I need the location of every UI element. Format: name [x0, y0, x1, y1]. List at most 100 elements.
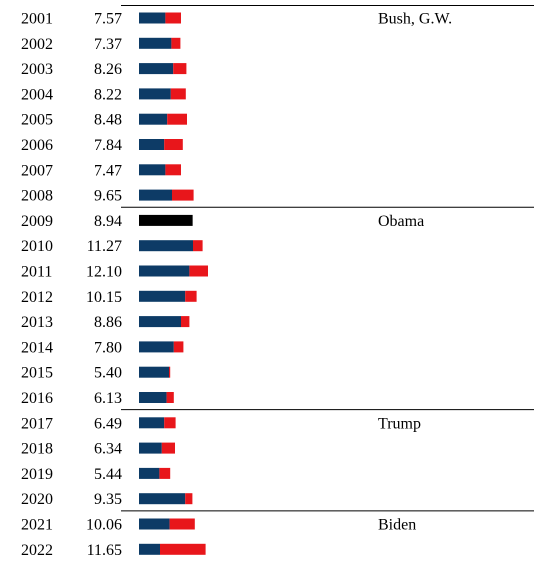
bar-segment-blue	[139, 341, 174, 353]
year-label: 2001	[21, 11, 53, 28]
value-label: 7.80	[94, 339, 122, 356]
bar-segment-blue	[139, 37, 172, 49]
year-label: 2020	[21, 491, 53, 508]
bar-segment-red	[164, 417, 176, 429]
value-label: 7.37	[94, 36, 122, 53]
table-row: 2015 5.40	[21, 365, 171, 382]
bar-segment-black	[139, 214, 193, 226]
year-label: 2010	[21, 238, 53, 255]
value-label: 7.57	[94, 11, 122, 28]
bar-segment-red	[165, 12, 181, 24]
year-label: 2005	[21, 112, 53, 129]
table-row: 2002 7.37	[21, 36, 181, 53]
year-label: 2021	[21, 517, 53, 534]
bar-segment-blue	[139, 417, 165, 429]
table-row: 2018 6.34	[21, 441, 175, 458]
bar-segment-red	[165, 164, 181, 176]
table-row: 2012 10.15	[21, 289, 197, 306]
value-label: 8.86	[94, 314, 122, 331]
table-row: 2013 8.86	[21, 314, 190, 331]
table-row: 2005 8.48	[21, 112, 187, 129]
bar-segment-red	[160, 543, 206, 555]
table-row: 2003 8.26	[21, 61, 187, 78]
value-label: 10.15	[86, 289, 122, 306]
bar-segment-blue	[139, 113, 168, 125]
year-label: 2022	[21, 542, 53, 559]
value-label: 7.84	[94, 137, 122, 154]
bar-segment-red	[173, 63, 187, 75]
bar-segment-red	[185, 290, 197, 302]
divider-lines	[121, 5, 534, 512]
table-row: 2007 7.47	[21, 162, 181, 179]
president-label: Biden	[378, 517, 416, 534]
value-label: 12.10	[86, 264, 122, 281]
bar-segment-red	[171, 37, 181, 49]
year-label: 2009	[21, 213, 53, 230]
value-label: 9.65	[94, 188, 122, 205]
bar-segment-red	[172, 189, 194, 201]
year-label: 2013	[21, 314, 53, 331]
bar-segment-blue	[139, 88, 171, 100]
bar-segment-blue	[139, 265, 190, 277]
table-row: 2016 6.13	[21, 390, 174, 407]
table-row: 2004 8.22	[21, 86, 186, 103]
bar-segment-blue	[139, 543, 160, 555]
bar-segment-blue	[139, 467, 160, 479]
table-row: 2020 9.35	[21, 491, 193, 508]
president-label: Trump	[378, 415, 421, 432]
year-label: 2002	[21, 36, 53, 53]
year-label: 2008	[21, 188, 53, 205]
year-label: 2014	[21, 339, 53, 356]
value-label: 9.35	[94, 491, 122, 508]
bar-segment-red	[161, 442, 175, 454]
table-row: 2006 7.84	[21, 137, 183, 154]
year-label: 2018	[21, 441, 53, 458]
bar-segment-red	[181, 316, 190, 328]
bar-segment-red	[173, 341, 184, 353]
value-label: 8.26	[94, 61, 122, 78]
year-label: 2011	[21, 264, 52, 281]
year-label: 2007	[21, 162, 53, 179]
bar-segment-blue	[139, 63, 174, 75]
bar-segment-blue	[139, 189, 172, 201]
bar-segment-blue	[139, 392, 167, 403]
table-row: 2017 6.49 Trump	[21, 415, 421, 432]
value-label: 6.49	[94, 415, 122, 432]
bar-segment-blue	[139, 518, 170, 530]
bar-segment-red	[169, 518, 195, 530]
president-label: Obama	[378, 213, 424, 230]
bar-segment-red	[170, 88, 186, 100]
value-label: 7.47	[94, 162, 122, 179]
bar-segment-blue	[139, 12, 166, 24]
table-row: 2001 7.57 Bush, G.W.	[21, 11, 452, 28]
bar-segment-blue	[139, 366, 169, 378]
value-label: 8.22	[94, 86, 122, 103]
bar-segment-blue	[139, 240, 193, 252]
value-label: 5.40	[94, 365, 122, 382]
table-row: 2019 5.44	[21, 466, 171, 483]
bar-segment-red	[169, 366, 171, 378]
chart-rows: 2001 7.57 Bush, G.W. 2002 7.37 2003 8.26 2004 8.…	[21, 11, 452, 559]
bar-segment-blue	[139, 493, 186, 505]
year-label: 2016	[21, 390, 53, 407]
table-row: 2009 8.94 Obama	[21, 213, 424, 230]
table-row: 2022 11.65	[21, 542, 206, 559]
value-label: 6.13	[94, 390, 122, 407]
year-label: 2004	[21, 86, 53, 103]
bar-segment-red	[166, 392, 174, 403]
year-label: 2003	[21, 61, 53, 78]
year-label: 2019	[21, 466, 53, 483]
value-label: 8.48	[94, 112, 122, 129]
bar-segment-red	[189, 265, 208, 277]
table-row: 2011 12.10	[21, 264, 208, 281]
year-label: 2012	[21, 289, 53, 306]
value-label: 8.94	[94, 213, 122, 230]
year-label: 2015	[21, 365, 53, 382]
bar-segment-red	[159, 467, 171, 479]
table-row: 2010 11.27	[21, 238, 203, 255]
president-label: Bush, G.W.	[378, 11, 452, 28]
bar-segment-red	[167, 113, 187, 125]
bar-segment-blue	[139, 316, 181, 328]
value-label: 11.27	[87, 238, 122, 255]
